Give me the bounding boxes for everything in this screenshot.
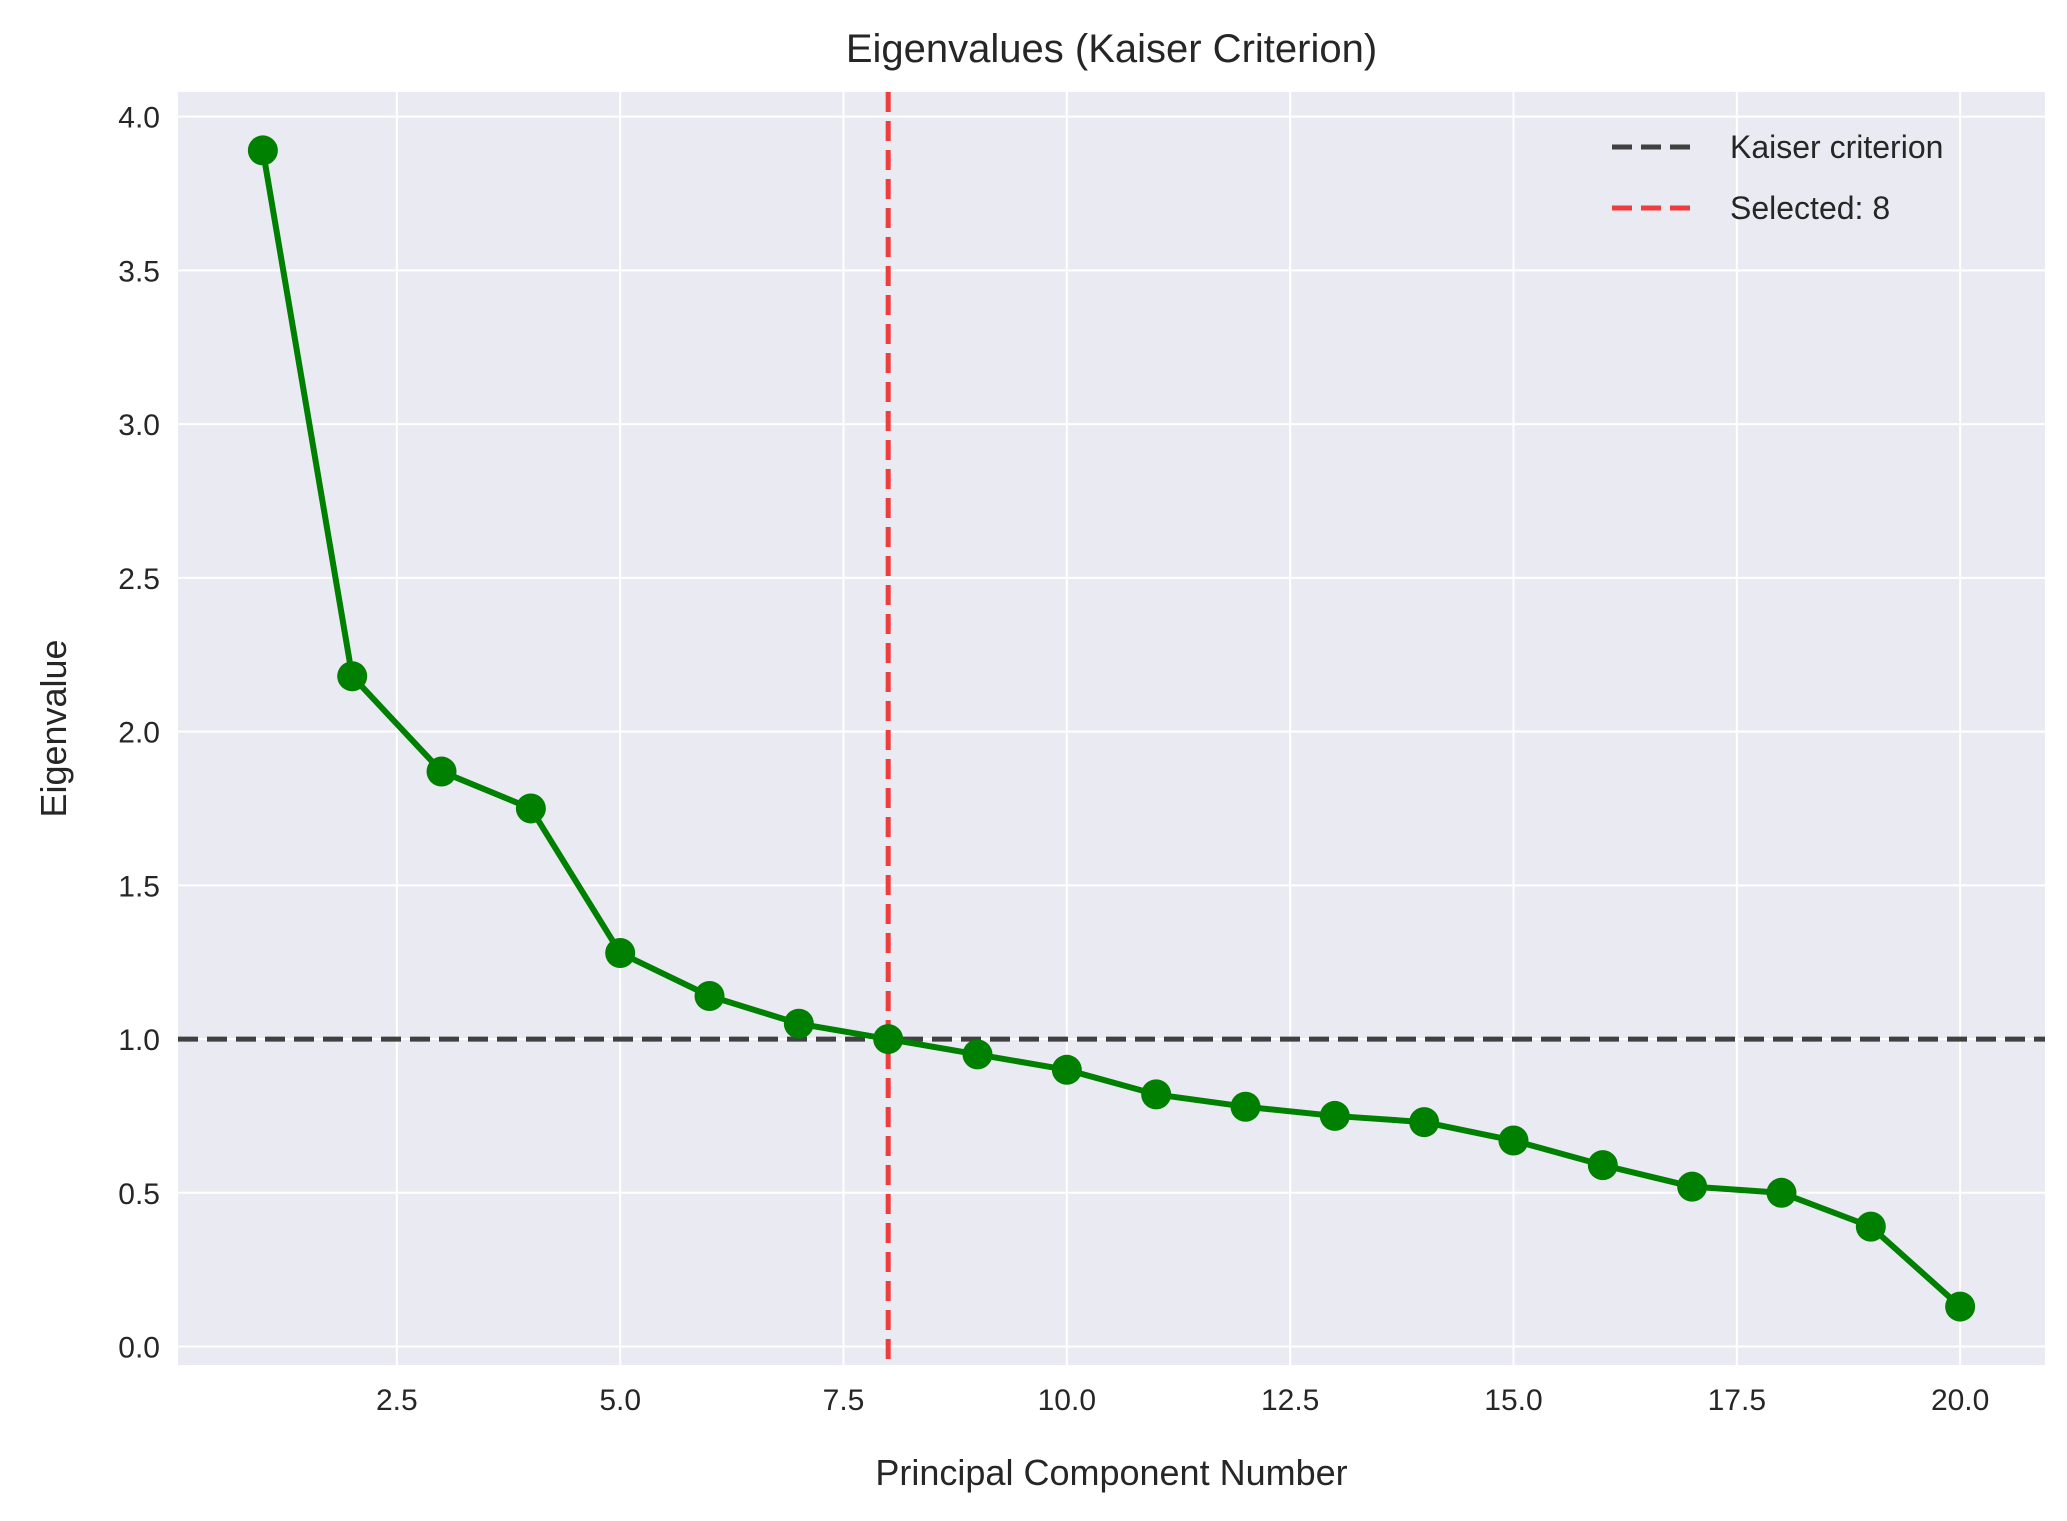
x-tick-label: 5.0 <box>599 1384 641 1417</box>
x-tick-label: 2.5 <box>376 1384 418 1417</box>
y-tick-label: 4.0 <box>118 102 160 135</box>
eigenvalue-point <box>1051 1054 1082 1085</box>
x-tick-label: 10.0 <box>1038 1384 1096 1417</box>
y-tick-label: 3.5 <box>118 255 160 288</box>
eigenvalue-point <box>605 937 636 968</box>
y-tick-label: 1.0 <box>118 1024 160 1057</box>
eigenvalue-point <box>1409 1107 1440 1138</box>
eigenvalue-point <box>1319 1100 1350 1131</box>
x-tick-label: 12.5 <box>1261 1384 1319 1417</box>
grid-lines <box>178 92 2045 1365</box>
data-series <box>247 135 1976 1322</box>
eigenvalue-point <box>247 135 278 166</box>
eigenvalue-point <box>1855 1211 1886 1242</box>
y-tick-label: 2.0 <box>118 717 160 750</box>
y-tick-label: 1.5 <box>118 870 160 903</box>
legend-label-kaiser: Kaiser criterion <box>1730 129 1943 165</box>
eigenvalue-point <box>783 1008 814 1039</box>
y-tick-label: 0.0 <box>118 1332 160 1365</box>
eigenvalue-line <box>259 149 1963 1309</box>
legend: Kaiser criterion Selected: 8 <box>1612 129 1943 226</box>
x-tick-label: 7.5 <box>823 1384 865 1417</box>
eigenvalue-point <box>1141 1079 1172 1110</box>
x-axis-ticks: 2.5 5.0 7.5 10.0 12.5 15.0 17.5 20.0 <box>376 1384 1989 1417</box>
eigenvalue-point <box>1498 1125 1529 1156</box>
eigenvalue-point <box>1587 1150 1618 1181</box>
eigenvalue-point <box>515 793 546 824</box>
x-tick-label: 20.0 <box>1931 1384 1989 1417</box>
eigenvalue-point <box>1230 1091 1261 1122</box>
y-tick-label: 0.5 <box>118 1178 160 1211</box>
eigenvalue-point <box>1766 1177 1797 1208</box>
y-axis-ticks: 0.0 0.5 1.0 1.5 2.0 2.5 3.0 3.5 4.0 <box>118 102 160 1365</box>
plot-area <box>178 92 2045 1365</box>
eigenvalue-point <box>426 756 457 787</box>
y-axis-label: Eigenvalue <box>33 639 74 817</box>
eigenvalue-point <box>962 1039 993 1070</box>
y-tick-label: 3.0 <box>118 409 160 442</box>
y-tick-label: 2.5 <box>118 563 160 596</box>
x-tick-label: 15.0 <box>1484 1384 1542 1417</box>
x-tick-label: 17.5 <box>1708 1384 1766 1417</box>
chart-title: Eigenvalues (Kaiser Criterion) <box>846 27 1377 71</box>
eigenvalue-point <box>337 661 368 692</box>
reference-lines <box>178 92 2045 1365</box>
eigenvalue-point <box>1945 1291 1976 1322</box>
eigenvalue-point <box>873 1024 904 1055</box>
eigenvalue-point <box>694 981 725 1012</box>
legend-label-selected: Selected: 8 <box>1730 190 1890 226</box>
x-axis-label: Principal Component Number <box>875 1452 1347 1493</box>
eigenvalue-point <box>1677 1171 1708 1202</box>
